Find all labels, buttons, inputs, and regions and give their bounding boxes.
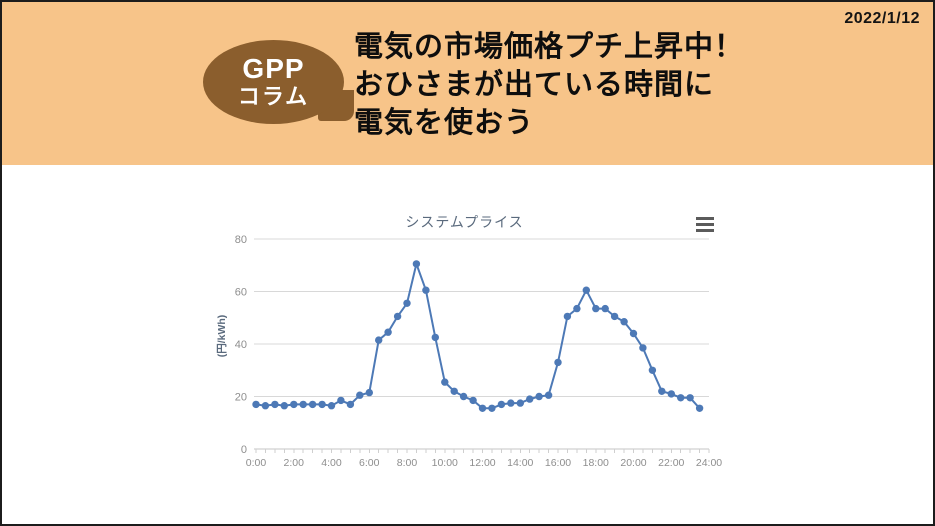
svg-text:4:00: 4:00 [321,457,342,469]
svg-text:0: 0 [241,444,247,456]
gpp-column-badge: GPP コラム [203,40,344,124]
chart-title: システムプライス [405,214,524,230]
svg-text:22:00: 22:00 [658,457,684,469]
headline: 電気の市場価格プチ上昇中！ おひさまが出ている時間に 電気を使おう [354,28,744,142]
headline-line-1: 電気の市場価格プチ上昇中！ [354,31,745,63]
header-band: 2022/1/12 GPP コラム 電気の市場価格プチ上昇中！ おひさまが出てい… [2,2,933,165]
svg-text:6:00: 6:00 [359,457,380,469]
svg-text:20: 20 [235,392,247,404]
headline-line-3: 電気を使おう [354,107,535,139]
svg-text:60: 60 [235,287,247,299]
date-label: 2022/1/12 [844,10,920,27]
svg-text:8:00: 8:00 [397,457,418,469]
svg-text:10:00: 10:00 [432,457,458,469]
badge-text-gpp: GPP [242,53,305,84]
headline-line-2: おひさまが出ている時間に [354,69,715,101]
svg-text:0:00: 0:00 [246,457,267,469]
system-price-line-chart: 0 20 40 60 80 0:00 2:00 4:00 6:00 8:00 10:00 12:00 1… [235,234,723,469]
svg-text:40: 40 [235,339,247,351]
svg-text:14:00: 14:00 [507,457,533,469]
chart-menu-hamburger-icon[interactable] [696,217,714,232]
svg-text:80: 80 [235,234,247,246]
svg-text:2:00: 2:00 [284,457,305,469]
svg-text:16:00: 16:00 [545,457,571,469]
svg-text:20:00: 20:00 [620,457,646,469]
svg-text:18:00: 18:00 [583,457,609,469]
badge-text-column: コラム [237,84,310,109]
svg-text:24:00: 24:00 [696,457,722,469]
svg-text:12:00: 12:00 [469,457,495,469]
